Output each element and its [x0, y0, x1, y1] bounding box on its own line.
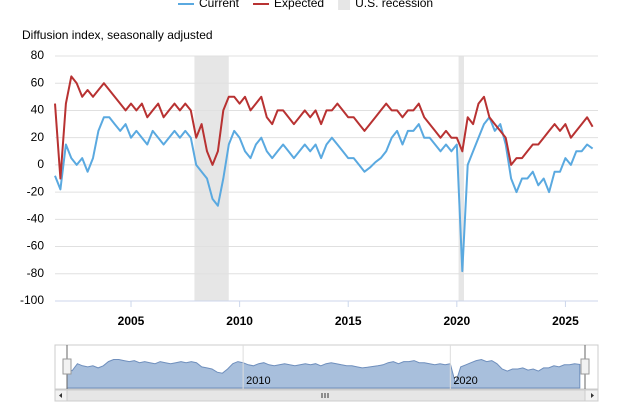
y-tick-label: 40: [31, 103, 45, 117]
x-tick-label: 2015: [335, 314, 362, 328]
scrollbar-grip: [321, 393, 329, 398]
series-line: [54, 116, 594, 273]
navigator[interactable]: 2010 2020: [54, 344, 599, 390]
y-tick-label: -80: [27, 266, 45, 280]
scroll-left[interactable]: [59, 393, 62, 398]
plot-area: -100 -80 -60 -40 -20 0 20 40 60 80 2005 2010 2015 202…: [20, 48, 598, 328]
navigator-handle[interactable]: [580, 358, 590, 375]
x-tick-label: 2025: [552, 314, 579, 328]
navigator-area: [66, 358, 581, 389]
scrollbar[interactable]: [54, 389, 599, 402]
y-tick-label: 80: [31, 48, 45, 62]
y-tick-label: -100: [20, 293, 44, 307]
scrollbar-thumb[interactable]: [66, 389, 586, 402]
navigator-handle[interactable]: [62, 358, 72, 375]
y-tick-label: -20: [27, 184, 45, 198]
x-tick-label: 2005: [118, 314, 145, 328]
x-tick-label: 2020: [443, 314, 470, 328]
series-line: [54, 75, 594, 180]
legend-label: Current: [199, 0, 240, 10]
y-tick-label: 60: [31, 75, 45, 89]
y-tick-label: 0: [37, 157, 44, 171]
legend: Current Expected U.S. recession: [178, 0, 433, 10]
navigator-tick-label: 2010: [246, 375, 270, 387]
y-tick-label: -60: [27, 239, 45, 253]
legend-label: Expected: [274, 0, 324, 10]
y-axis-label: Diffusion index, seasonally adjusted: [22, 28, 213, 42]
y-tick-label: 20: [31, 130, 45, 144]
legend-label: U.S. recession: [355, 0, 433, 10]
recession-band: [458, 56, 464, 301]
legend-swatch: [338, 0, 351, 10]
scroll-right[interactable]: [591, 393, 594, 398]
navigator-tick-label: 2020: [453, 375, 477, 387]
y-tick-label: -40: [27, 212, 45, 226]
x-tick-label: 2010: [226, 314, 253, 328]
